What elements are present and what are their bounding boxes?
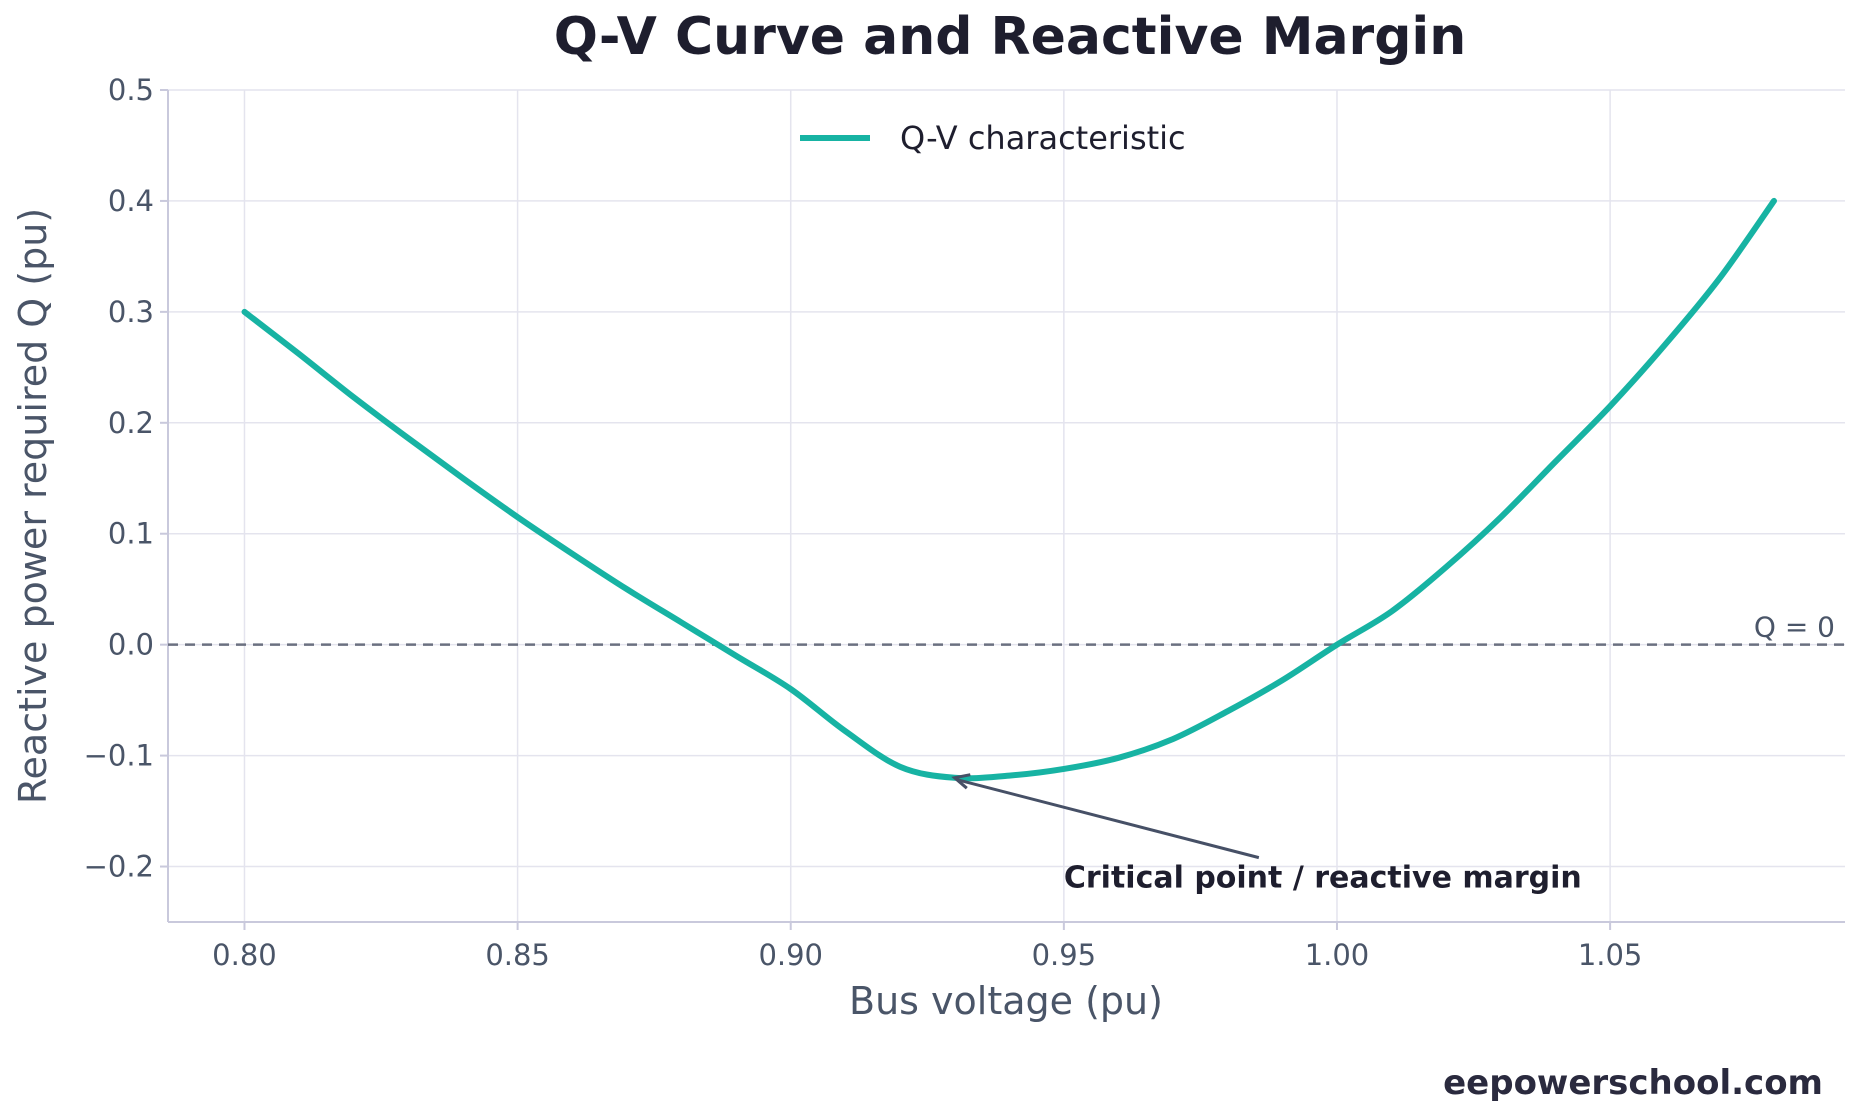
x-axis-label: Bus voltage (pu) xyxy=(849,979,1163,1023)
x-tick-label: 0.85 xyxy=(485,938,550,972)
zero-reference-label: Q = 0 xyxy=(1754,611,1835,644)
chart-title: Q-V Curve and Reactive Margin xyxy=(554,7,1467,67)
x-tick-label: 0.90 xyxy=(758,938,823,972)
watermark: eepowerschool.com xyxy=(1443,1063,1823,1103)
y-tick-label: 0.1 xyxy=(108,517,154,551)
x-tick-label: 0.95 xyxy=(1032,938,1097,972)
series-line-q-v-characteristic xyxy=(241,197,1777,782)
y-tick-label: 0.4 xyxy=(108,184,154,218)
x-tick-label: 1.00 xyxy=(1305,938,1370,972)
legend-label: Q-V characteristic xyxy=(900,119,1186,157)
y-tick-label: −0.1 xyxy=(84,739,154,773)
y-tick-label: 0.3 xyxy=(108,295,154,329)
y-axis-label: Reactive power required Q (pu) xyxy=(11,208,55,804)
x-tick-label: 0.80 xyxy=(212,938,277,972)
x-ticks: 0.80 0.85 0.90 0.95 1.00 1.05 xyxy=(212,922,1642,972)
annotation-arrowhead xyxy=(951,773,971,790)
grid xyxy=(168,89,1845,922)
y-tick-label: 0.2 xyxy=(108,406,154,440)
y-tick-label: −0.2 xyxy=(84,850,154,884)
y-tick-label: 0.5 xyxy=(108,73,154,107)
annotation-arrow xyxy=(957,778,1260,860)
y-ticks: −0.2 −0.1 0.0 0.1 0.2 0.3 0.4 0.5 xyxy=(84,73,168,884)
x-tick-label: 1.05 xyxy=(1578,938,1643,972)
axes xyxy=(167,90,1845,923)
annotation: Critical point / reactive margin xyxy=(951,773,1582,896)
y-tick-label: 0.0 xyxy=(108,628,154,662)
annotation-text: Critical point / reactive margin xyxy=(1064,861,1582,896)
legend: Q-V characteristic xyxy=(800,119,1186,157)
